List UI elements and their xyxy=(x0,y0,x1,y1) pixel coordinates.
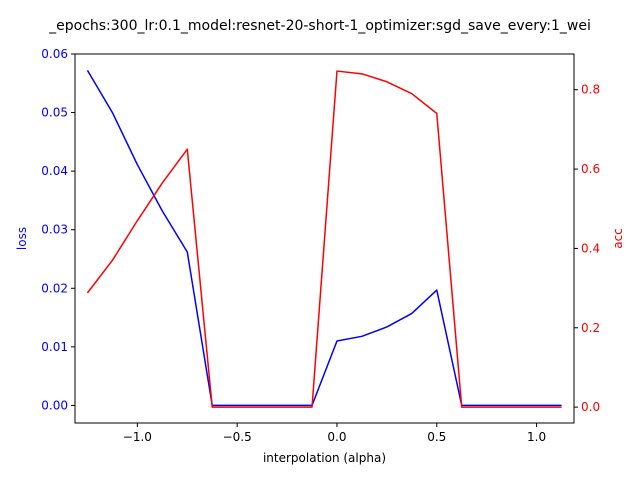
y-left-tick-label: 0.02 xyxy=(41,281,68,295)
y-left-tick-label: 0.04 xyxy=(41,164,68,178)
acc-series-line xyxy=(86,70,562,408)
x-axis-ticks: −1.0 −0.5 0.0 0.5 1.0 xyxy=(123,423,546,444)
y-left-tick-label: 0.00 xyxy=(41,398,68,412)
y-right-tick-label: 0.4 xyxy=(581,241,600,255)
y-right-tick-label: 0.0 xyxy=(581,400,600,414)
loss-series-line xyxy=(86,70,562,407)
y-left-tick-label: 0.03 xyxy=(41,223,68,237)
x-tick-label: 1.0 xyxy=(527,430,546,444)
x-tick-label: −0.5 xyxy=(223,430,252,444)
y-axis-right-ticks: 0.0 0.2 0.4 0.6 0.8 xyxy=(574,83,600,414)
plot-frame xyxy=(74,53,575,424)
x-axis-label: interpolation (alpha) xyxy=(263,451,386,465)
x-tick-label: −1.0 xyxy=(123,430,152,444)
y-axis-left-ticks: 0.00 0.01 0.02 0.03 0.04 0.05 0.06 xyxy=(41,47,75,412)
y-right-tick-label: 0.8 xyxy=(581,83,600,97)
y-left-tick-label: 0.05 xyxy=(41,106,68,120)
chart-title: _epochs:300_lr:0.1_model:resnet-20-short… xyxy=(48,18,591,34)
y-axis-left-label: loss xyxy=(15,227,29,250)
y-right-tick-label: 0.2 xyxy=(581,321,600,335)
series-lines xyxy=(86,70,562,408)
y-right-tick-label: 0.6 xyxy=(581,162,600,176)
y-axis-right-label: acc xyxy=(611,228,625,249)
x-tick-label: 0.0 xyxy=(327,430,346,444)
y-left-tick-label: 0.06 xyxy=(41,47,68,61)
x-tick-label: 0.5 xyxy=(427,430,446,444)
y-left-tick-label: 0.01 xyxy=(41,340,68,354)
